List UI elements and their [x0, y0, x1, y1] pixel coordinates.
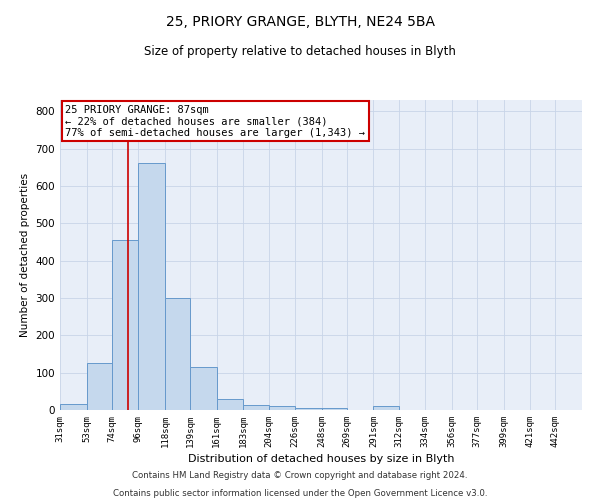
Bar — [322, 408, 347, 410]
Bar — [269, 406, 295, 410]
Text: 25 PRIORY GRANGE: 87sqm
← 22% of detached houses are smaller (384)
77% of semi-d: 25 PRIORY GRANGE: 87sqm ← 22% of detache… — [65, 104, 365, 138]
X-axis label: Distribution of detached houses by size in Blyth: Distribution of detached houses by size … — [188, 454, 454, 464]
Text: Contains HM Land Registry data © Crown copyright and database right 2024.: Contains HM Land Registry data © Crown c… — [132, 471, 468, 480]
Bar — [217, 399, 243, 410]
Bar — [295, 408, 322, 410]
Bar — [60, 404, 86, 410]
Bar — [86, 364, 112, 410]
Bar — [373, 406, 399, 410]
Y-axis label: Number of detached properties: Number of detached properties — [20, 173, 30, 337]
Bar — [139, 164, 165, 410]
Bar — [243, 405, 269, 410]
Bar — [165, 298, 190, 410]
Bar — [112, 240, 139, 410]
Bar — [190, 367, 217, 410]
Text: Size of property relative to detached houses in Blyth: Size of property relative to detached ho… — [144, 45, 456, 58]
Text: Contains public sector information licensed under the Open Government Licence v3: Contains public sector information licen… — [113, 488, 487, 498]
Text: 25, PRIORY GRANGE, BLYTH, NE24 5BA: 25, PRIORY GRANGE, BLYTH, NE24 5BA — [166, 15, 434, 29]
